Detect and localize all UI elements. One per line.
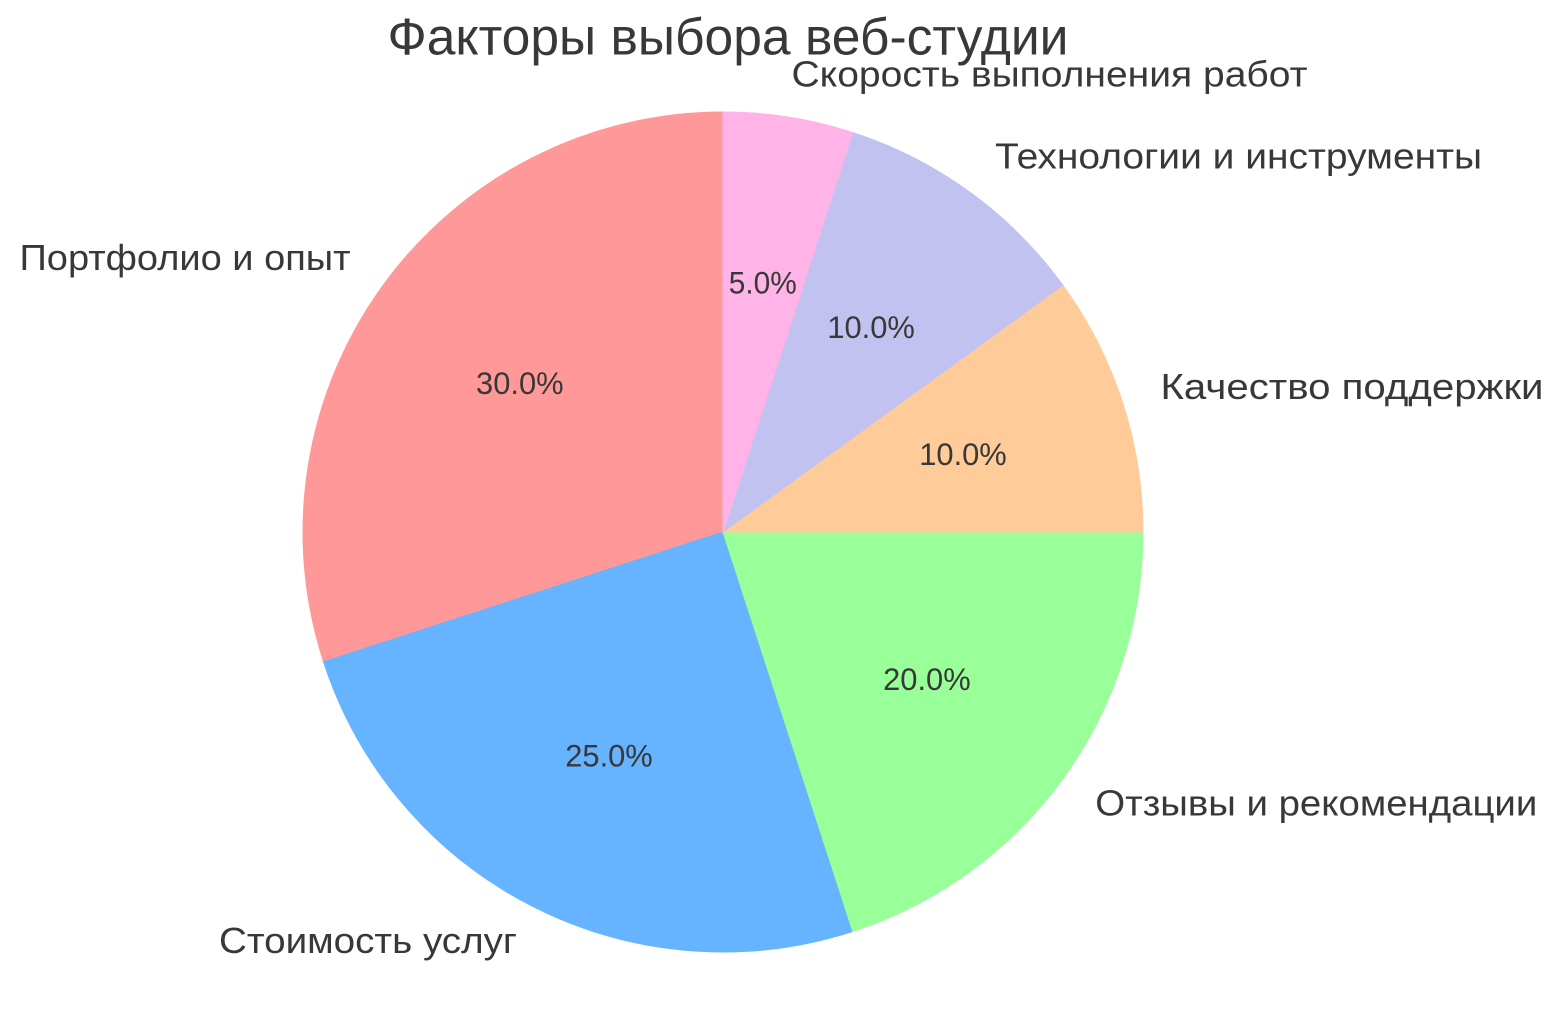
svg-text:10.0%: 10.0% bbox=[827, 309, 915, 345]
svg-text:Портфолио и опыт: Портфолио и опыт bbox=[20, 237, 351, 278]
svg-text:Отзывы и рекомендации: Отзывы и рекомендации bbox=[1095, 783, 1537, 824]
svg-text:Факторы выбора веб-студии: Факторы выбора веб-студии bbox=[388, 9, 1069, 67]
svg-text:Стоимость услуг: Стоимость услуг bbox=[219, 920, 517, 961]
svg-text:5.0%: 5.0% bbox=[729, 265, 797, 301]
svg-text:10.0%: 10.0% bbox=[919, 436, 1007, 472]
svg-text:30.0%: 30.0% bbox=[476, 365, 564, 401]
svg-text:25.0%: 25.0% bbox=[565, 738, 653, 774]
svg-text:20.0%: 20.0% bbox=[883, 661, 971, 697]
svg-text:Качество поддержки: Качество поддержки bbox=[1161, 366, 1544, 407]
svg-text:Скорость выполнения работ: Скорость выполнения работ bbox=[792, 53, 1308, 94]
svg-text:Технологии и инструменты: Технологии и инструменты bbox=[995, 136, 1482, 177]
